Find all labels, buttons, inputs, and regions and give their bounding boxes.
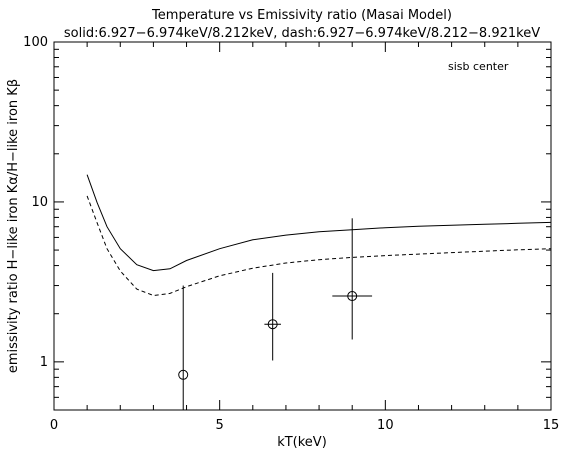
x-tick-label: 5	[216, 418, 224, 433]
annotation-label: sisb center	[448, 60, 509, 73]
x-axis-title: kT(keV)	[277, 435, 327, 450]
plot-frame	[53, 41, 552, 411]
solid-curve	[86, 174, 552, 272]
dashed-curve	[86, 195, 552, 297]
y-axis: 1 10 100	[23, 35, 551, 411]
data-point	[347, 291, 358, 302]
y-axis-title: emissivity ratio H−like iron Kα/H−like i…	[6, 79, 21, 373]
x-tick-label: 15	[543, 418, 560, 433]
x-tick-label: 10	[377, 418, 394, 433]
x-axis: 0 5 10 15	[50, 42, 559, 433]
series-layer	[86, 174, 552, 410]
chart-subtitle: solid:6.927−6.974keV/8.212keV, dash:6.92…	[64, 26, 540, 41]
data-point	[178, 369, 189, 380]
x-tick-label: 0	[50, 418, 58, 433]
data-point	[267, 319, 278, 330]
y-tick-label: 100	[23, 35, 48, 50]
y-tick-label: 10	[31, 195, 48, 210]
y-tick-label: 1	[40, 355, 48, 370]
chart-title: Temperature vs Emissivity ratio (Masai M…	[151, 8, 452, 23]
